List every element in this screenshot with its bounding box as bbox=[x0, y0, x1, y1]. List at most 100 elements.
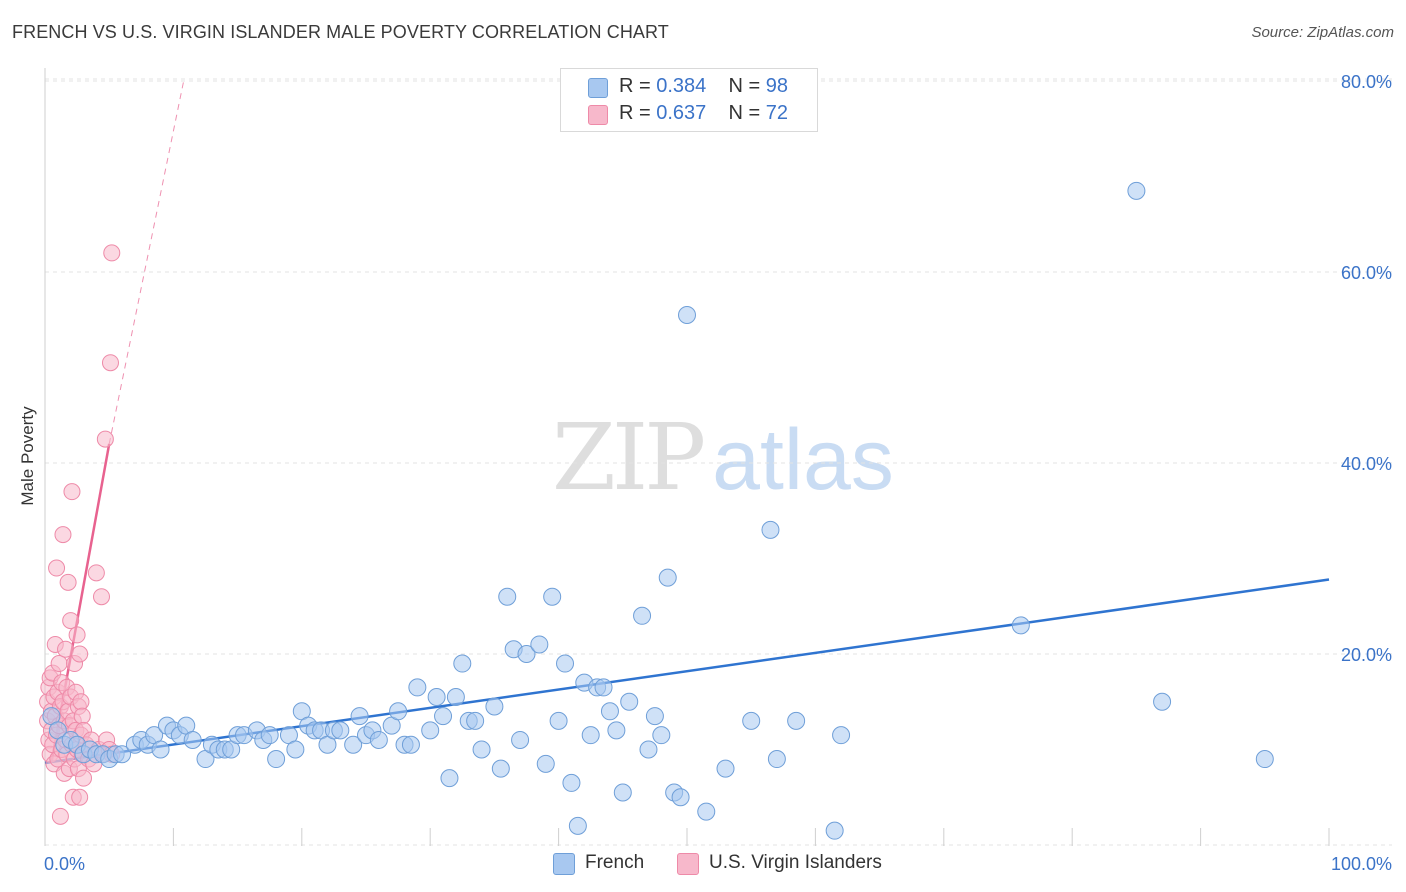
french-point bbox=[369, 730, 388, 749]
virgin-point bbox=[87, 564, 105, 582]
virgin-point bbox=[51, 807, 69, 825]
virgin-point bbox=[73, 707, 91, 725]
virgin-trendline-extension bbox=[108, 80, 185, 445]
french-point bbox=[1011, 616, 1030, 635]
correlation-legend: R = 0.384 N = 98 R = 0.637 N = 72 bbox=[560, 68, 818, 132]
y-tick-label: 80.0% bbox=[1341, 72, 1392, 92]
french-point bbox=[633, 606, 652, 625]
french-point bbox=[344, 735, 363, 754]
french-point bbox=[832, 726, 851, 745]
french-point bbox=[427, 687, 446, 706]
bottom-legend-swatch-french bbox=[553, 853, 575, 875]
french-point bbox=[491, 759, 510, 778]
legend-r-value-virgin: 0.637 bbox=[656, 102, 707, 124]
french-point bbox=[613, 783, 632, 802]
french-point bbox=[1255, 750, 1274, 769]
virgin-point bbox=[68, 626, 86, 644]
french-point bbox=[511, 730, 530, 749]
french-point bbox=[1153, 692, 1172, 711]
french-point bbox=[549, 711, 568, 730]
french-points bbox=[42, 181, 1274, 840]
y-axis-label: Male Poverty bbox=[18, 406, 37, 506]
french-point bbox=[421, 721, 440, 740]
french-point bbox=[645, 707, 664, 726]
french-point bbox=[600, 702, 619, 721]
french-point bbox=[530, 635, 549, 654]
french-point bbox=[556, 654, 575, 673]
french-point bbox=[761, 520, 780, 539]
french-point bbox=[767, 750, 786, 769]
french-point bbox=[466, 711, 485, 730]
french-point bbox=[543, 587, 562, 606]
french-point bbox=[286, 740, 305, 759]
virgin-point bbox=[62, 612, 80, 630]
french-point bbox=[1127, 181, 1146, 200]
source-label: Source: ZipAtlas.com bbox=[1251, 24, 1394, 41]
virgin-point bbox=[48, 559, 66, 577]
french-point bbox=[440, 769, 459, 788]
virgin-point bbox=[101, 354, 119, 372]
legend-swatch-french bbox=[588, 78, 608, 98]
x-tick-label: 100.0% bbox=[1331, 854, 1392, 874]
french-point bbox=[658, 568, 677, 587]
french-point bbox=[594, 678, 613, 697]
virgin-point bbox=[71, 788, 89, 806]
french-point bbox=[260, 726, 279, 745]
x-tick-label: 0.0% bbox=[44, 854, 85, 874]
legend-text-french: R = 0.384 N = 98 bbox=[619, 75, 788, 98]
virgin-point bbox=[75, 769, 93, 787]
french-point bbox=[350, 707, 369, 726]
legend-r-value-french: 0.384 bbox=[656, 75, 707, 97]
virgin-point bbox=[103, 244, 121, 262]
french-point bbox=[472, 740, 491, 759]
french-point bbox=[408, 678, 427, 697]
french-point bbox=[671, 788, 690, 807]
virgin-point bbox=[57, 640, 75, 658]
french-point bbox=[536, 754, 555, 773]
legend-swatch-virgin bbox=[588, 105, 608, 125]
french-point bbox=[787, 711, 806, 730]
french-point bbox=[498, 587, 517, 606]
y-tick-label: 20.0% bbox=[1341, 645, 1392, 665]
french-point bbox=[742, 711, 761, 730]
french-point bbox=[389, 702, 408, 721]
french-point bbox=[639, 740, 658, 759]
legend-n-value-virgin: 72 bbox=[765, 102, 789, 124]
virgin-point bbox=[50, 655, 68, 673]
y-tick-label: 60.0% bbox=[1341, 263, 1392, 283]
french-point bbox=[453, 654, 472, 673]
french-point bbox=[678, 305, 696, 324]
french-point bbox=[716, 759, 735, 778]
french-point bbox=[485, 697, 504, 716]
virgin-point bbox=[59, 573, 77, 591]
tick-label-layer: 20.0% 40.0% 60.0% 80.0% 0.0% 100.0% bbox=[44, 72, 1392, 874]
virgin-point bbox=[96, 430, 114, 448]
french-point bbox=[401, 735, 420, 754]
french-point bbox=[697, 802, 716, 821]
french-point bbox=[652, 726, 671, 745]
legend-n-label: N = bbox=[728, 75, 761, 97]
french-point bbox=[568, 816, 587, 835]
legend-n-value-french: 98 bbox=[765, 75, 789, 97]
watermark-atlas: atlas bbox=[712, 412, 894, 508]
virgin-point bbox=[72, 693, 90, 711]
chart-title: FRENCH VS U.S. VIRGIN ISLANDER MALE POVE… bbox=[12, 22, 669, 42]
watermark-zip: ZIP bbox=[552, 404, 706, 511]
french-point bbox=[434, 707, 453, 726]
french-point bbox=[113, 745, 132, 764]
french-point bbox=[581, 726, 600, 745]
french-point bbox=[517, 645, 536, 663]
french-point bbox=[825, 821, 844, 840]
legend-text-virgin: R = 0.637 N = 72 bbox=[619, 102, 788, 125]
legend-r-label: R = bbox=[619, 102, 651, 124]
french-point bbox=[183, 730, 202, 749]
french-point bbox=[446, 687, 465, 706]
virgin-point bbox=[54, 526, 72, 544]
french-point bbox=[607, 721, 626, 740]
virgin-point bbox=[71, 645, 89, 663]
bottom-legend-label-virgin: U.S. Virgin Islanders bbox=[709, 852, 882, 873]
virgin-point bbox=[92, 588, 110, 606]
french-point bbox=[562, 773, 581, 792]
french-point bbox=[331, 721, 350, 740]
